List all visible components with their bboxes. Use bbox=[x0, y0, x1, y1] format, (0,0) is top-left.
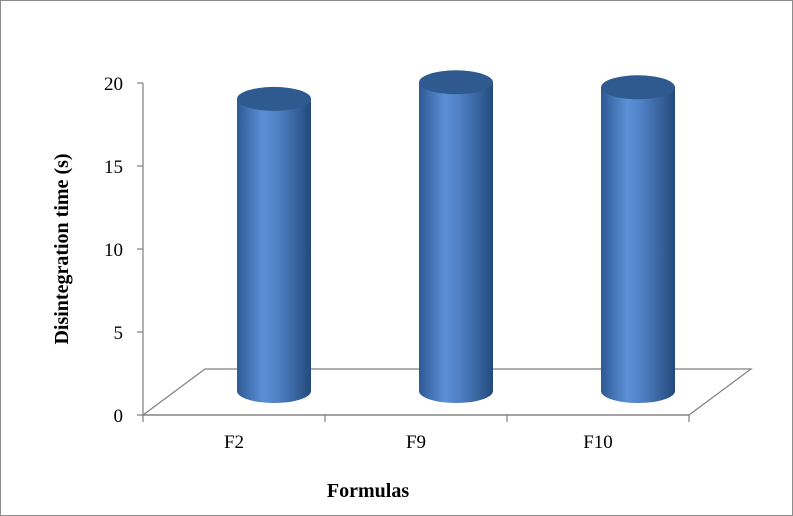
bar-body bbox=[601, 87, 675, 403]
x-tick-label: F2 bbox=[224, 432, 244, 453]
bar-body bbox=[237, 98, 311, 404]
x-tick-label: F9 bbox=[406, 432, 426, 453]
bar-F9 bbox=[419, 70, 493, 404]
bar-F10 bbox=[601, 75, 675, 403]
x-ticks: F2 F9 F10 bbox=[142, 415, 690, 453]
y-axis-title: Disintegration time (s) bbox=[51, 153, 73, 344]
bar-top bbox=[601, 75, 675, 100]
bar-top bbox=[237, 86, 311, 111]
y-tick-label: 20 bbox=[104, 74, 123, 95]
x-axis-title: Formulas bbox=[327, 480, 409, 502]
bar-top bbox=[419, 70, 493, 95]
y-ticks: 0 5 10 15 20 bbox=[104, 74, 143, 427]
y-tick-label: 0 bbox=[114, 406, 124, 427]
y-tick-label: 15 bbox=[104, 157, 123, 178]
y-tick-label: 5 bbox=[114, 323, 124, 344]
bars bbox=[237, 70, 675, 404]
y-tick-label: 10 bbox=[104, 240, 123, 261]
x-tick-label: F10 bbox=[583, 432, 613, 453]
bar-F2 bbox=[237, 86, 311, 404]
bar-body bbox=[419, 82, 493, 404]
